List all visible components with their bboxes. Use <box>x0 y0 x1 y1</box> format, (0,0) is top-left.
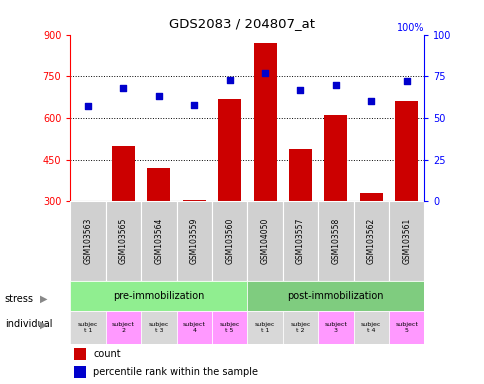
Text: subject
4: subject 4 <box>182 322 205 333</box>
Bar <box>212 201 247 281</box>
Text: GSM103558: GSM103558 <box>331 218 340 264</box>
Text: GSM103562: GSM103562 <box>366 218 375 264</box>
Text: GSM104050: GSM104050 <box>260 218 269 264</box>
Bar <box>147 168 170 201</box>
Text: GSM103557: GSM103557 <box>295 218 304 264</box>
Text: GDS2083 / 204807_at: GDS2083 / 204807_at <box>169 17 315 30</box>
Bar <box>359 193 382 201</box>
Bar <box>388 311 424 344</box>
Bar <box>106 201 141 281</box>
Text: GSM103563: GSM103563 <box>83 218 92 264</box>
Text: subjec
t 5: subjec t 5 <box>219 322 240 333</box>
Point <box>260 70 268 76</box>
Bar <box>176 311 212 344</box>
Text: GSM103559: GSM103559 <box>189 218 198 264</box>
Text: stress: stress <box>5 294 34 304</box>
Bar <box>282 311 318 344</box>
Bar <box>324 115 347 201</box>
Bar <box>288 149 311 201</box>
Bar <box>318 201 353 281</box>
Point <box>402 78 409 84</box>
Text: subject
5: subject 5 <box>394 322 417 333</box>
Bar <box>74 366 86 378</box>
Point <box>225 76 233 83</box>
Bar <box>388 201 424 281</box>
Text: GSM103560: GSM103560 <box>225 218 234 264</box>
Bar <box>247 311 282 344</box>
Text: percentile rank within the sample: percentile rank within the sample <box>93 367 258 377</box>
Bar <box>353 311 388 344</box>
Point <box>296 86 303 93</box>
Bar <box>70 281 247 311</box>
Text: GSM103561: GSM103561 <box>401 218 410 264</box>
Bar <box>141 311 176 344</box>
Text: ▶: ▶ <box>40 294 47 304</box>
Bar <box>318 311 353 344</box>
Text: count: count <box>93 349 121 359</box>
Point <box>154 93 162 99</box>
Bar <box>247 201 282 281</box>
Bar <box>112 146 135 201</box>
Text: GSM103565: GSM103565 <box>119 218 128 264</box>
Text: 100%: 100% <box>396 23 424 33</box>
Point <box>84 103 92 109</box>
Bar <box>141 201 176 281</box>
Text: subjec
t 3: subjec t 3 <box>148 322 169 333</box>
Bar <box>106 311 141 344</box>
Point <box>331 81 339 88</box>
Text: subjec
t 1: subjec t 1 <box>254 322 275 333</box>
Text: subjec
t 4: subjec t 4 <box>360 322 381 333</box>
Bar <box>282 201 318 281</box>
Text: individual: individual <box>5 319 52 329</box>
Text: subject
3: subject 3 <box>324 322 347 333</box>
Text: pre-immobilization: pre-immobilization <box>113 291 204 301</box>
Bar <box>394 101 417 201</box>
Bar <box>70 201 106 281</box>
Text: post-immobilization: post-immobilization <box>287 291 383 301</box>
Bar <box>353 201 388 281</box>
Text: subjec
t 2: subjec t 2 <box>289 322 310 333</box>
Bar <box>182 200 205 201</box>
Point <box>190 101 197 108</box>
Bar <box>218 99 241 201</box>
Point <box>119 85 127 91</box>
Bar <box>212 311 247 344</box>
Text: subjec
t 1: subjec t 1 <box>77 322 98 333</box>
Bar <box>247 281 424 311</box>
Text: subject
2: subject 2 <box>112 322 135 333</box>
Bar <box>70 311 106 344</box>
Point <box>366 98 374 104</box>
Bar <box>253 43 276 201</box>
Bar <box>74 348 86 361</box>
Text: ▶: ▶ <box>40 319 47 329</box>
Text: GSM103564: GSM103564 <box>154 218 163 264</box>
Bar <box>176 201 212 281</box>
